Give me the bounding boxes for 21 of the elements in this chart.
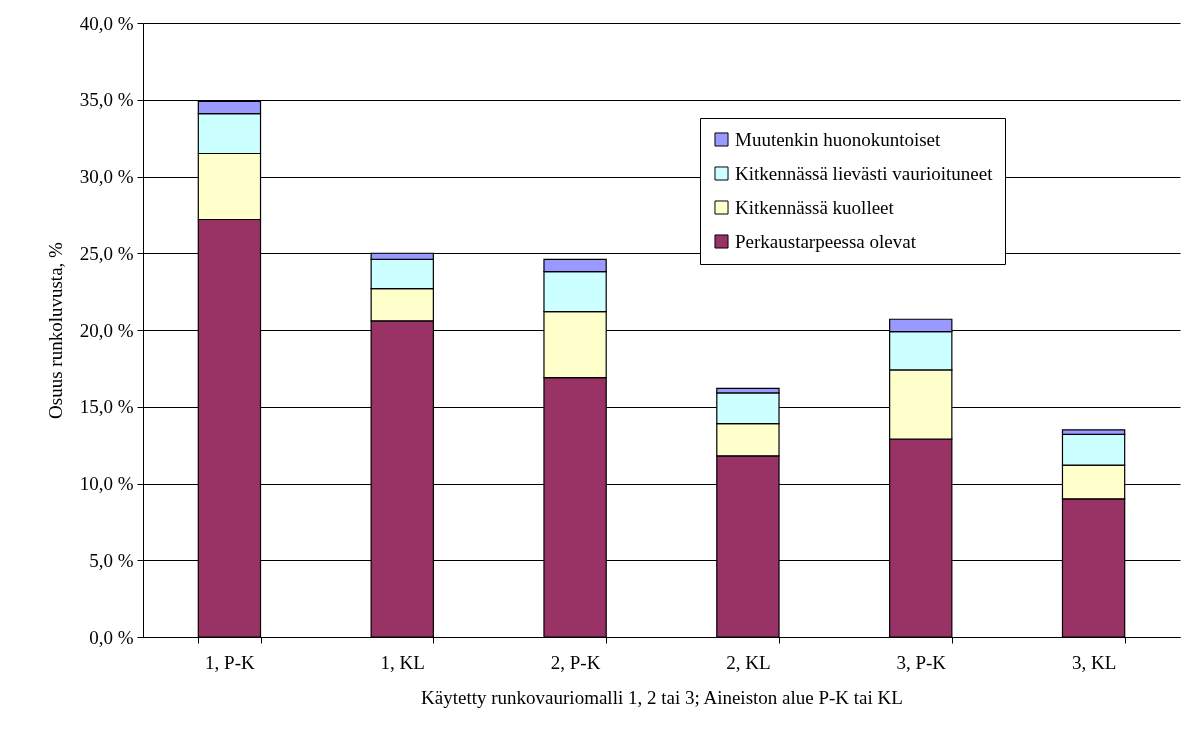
- y-tick-label: 40,0 %: [79, 12, 134, 34]
- x-tick-label: 2, P-K: [550, 651, 601, 673]
- x-axis-title: Käytetty runkovauriomalli 1, 2 tai 3; Aineiston alue P-K tai KL: [421, 686, 903, 708]
- y-tick-label: 5,0 %: [89, 549, 134, 571]
- legend-label: Perkaustarpeessa olevat: [735, 230, 917, 252]
- legend-label: Muutenkin huonokuntoiset: [735, 128, 942, 150]
- y-tick-label: 35,0 %: [79, 89, 134, 111]
- x-tick-label: 1, P-K: [205, 651, 255, 673]
- y-tick-label: 0,0 %: [89, 626, 134, 648]
- y-tick-label: 25,0 %: [79, 242, 134, 264]
- legend-label: Kitkennässä lievästi vaurioituneet: [735, 162, 994, 184]
- y-tick-label: 30,0 %: [79, 166, 134, 187]
- x-tick-label: 3, KL: [1071, 651, 1117, 673]
- x-tick-label: 2, KL: [726, 651, 771, 673]
- y-tick-label: 15,0 %: [79, 396, 134, 418]
- x-tick-label: 1, KL: [380, 651, 425, 673]
- x-tick-label: 3, P-K: [896, 651, 947, 673]
- y-tick-label: 10,0 %: [79, 473, 134, 494]
- y-axis-title: Osuus runkoluvusta, %: [44, 241, 66, 419]
- y-tick-label: 20,0 %: [79, 319, 134, 341]
- legend-label: Kitkennässä kuolleet: [735, 196, 895, 218]
